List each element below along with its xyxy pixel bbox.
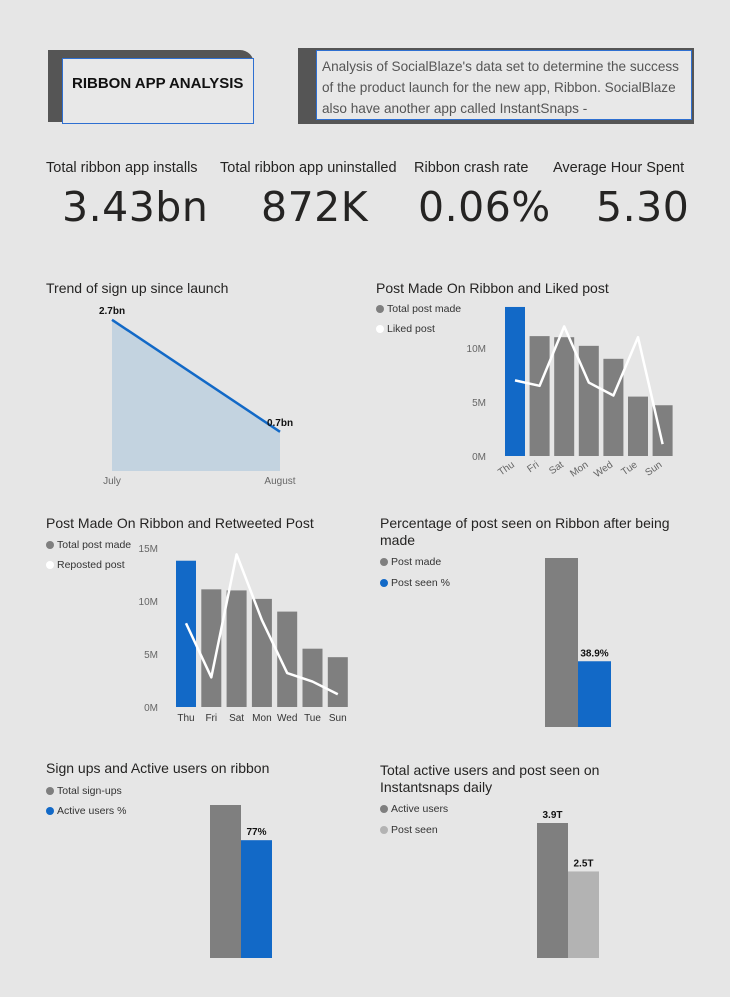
report-description: Analysis of SocialBlaze's data set to de… <box>322 59 679 116</box>
kpi-installs-label: Total ribbon app installs <box>46 160 198 176</box>
y-tick-label: 15M <box>139 544 158 555</box>
kpi-crash-rate-label: Ribbon crash rate <box>414 160 529 176</box>
bar <box>241 840 272 958</box>
y-tick-label: 0M <box>144 703 158 714</box>
description-card: Analysis of SocialBlaze's data set to de… <box>298 48 694 124</box>
series-line <box>184 553 339 696</box>
y-tick-label: 10M <box>139 597 158 608</box>
bar <box>578 661 611 727</box>
description-card-face: Analysis of SocialBlaze's data set to de… <box>316 50 692 120</box>
x-tick-label: July <box>103 476 121 487</box>
posts-retweeted-legend-reposted: Reposted post <box>46 559 125 571</box>
legend-label: Post seen <box>391 824 438 836</box>
post-seen-legend-made: Post made <box>380 556 441 568</box>
posts-liked-legend-liked: Liked post <box>376 323 435 335</box>
bar <box>554 337 575 456</box>
post-seen-title: Percentage of post seen on Ribbon after … <box>380 515 670 548</box>
legend-label: Total post made <box>57 539 132 551</box>
legend-dot <box>380 557 388 566</box>
bar <box>568 871 599 958</box>
bar <box>251 598 272 707</box>
legend-dot <box>376 324 384 333</box>
posts-liked-legend-total: Total post made <box>376 303 461 315</box>
legend-label: Total sign-ups <box>57 785 122 797</box>
bar <box>277 611 298 707</box>
kpi-installs-value: 3.43bn <box>62 183 209 231</box>
y-tick-label: 0M <box>472 452 486 463</box>
legend-label: Total post made <box>387 303 462 315</box>
kpi-crash-rate-value: 0.06% <box>418 183 551 231</box>
kpi-avg-hours-label: Average Hour Spent <box>553 160 685 176</box>
instantsnaps-legend-active: Active users <box>380 803 448 815</box>
series-line <box>514 325 664 445</box>
posts-retweeted-title: Post Made On Ribbon and Retweeted Post <box>46 515 314 531</box>
bar <box>226 590 247 707</box>
report-title: RIBBON APP ANALYSIS <box>72 75 244 92</box>
bar <box>210 805 241 958</box>
bar <box>537 823 568 958</box>
legend-dot <box>46 560 54 569</box>
instantsnaps-title: Total active users and post seen on Inst… <box>380 762 600 795</box>
post-seen-legend-seen: Post seen % <box>380 577 450 589</box>
x-tick-label: Tue <box>304 713 321 724</box>
y-tick-label: 5M <box>144 650 158 661</box>
legend-dot <box>46 786 54 795</box>
bar <box>529 336 550 456</box>
legend-dot <box>46 540 54 549</box>
data-label: 0.7bn <box>267 418 293 429</box>
data-label: 2.5T <box>573 858 593 869</box>
legend-label: Active users <box>391 803 449 815</box>
legend-label: Reposted post <box>57 559 125 571</box>
x-tick-label: Fri <box>205 713 217 724</box>
active-users-legend-signups: Total sign-ups <box>46 785 122 797</box>
y-tick-label: 5M <box>472 398 486 409</box>
title-card-face: RIBBON APP ANALYSIS <box>62 58 254 124</box>
legend-label: Liked post <box>387 323 435 335</box>
active-users-legend-active: Active users % <box>46 805 126 817</box>
x-tick-label: Sun <box>329 713 347 724</box>
signup-trend-title: Trend of sign up since launch <box>46 280 229 296</box>
data-label: 38.9% <box>580 648 608 659</box>
legend-dot <box>46 806 54 815</box>
kpi-uninstalled-value: 872K <box>261 183 369 231</box>
legend-label: Active users % <box>57 805 127 817</box>
signup-trend-line <box>111 318 281 433</box>
report-title-card: RIBBON APP ANALYSIS <box>48 50 256 124</box>
bar <box>201 589 222 707</box>
kpi-uninstalled-label: Total ribbon app uninstalled <box>220 160 397 176</box>
legend-label: Post seen % <box>391 577 450 589</box>
posts-liked-title: Post Made On Ribbon and Liked post <box>376 280 609 296</box>
legend-dot <box>380 804 388 813</box>
legend-dot <box>380 825 388 834</box>
y-tick-label: 10M <box>467 344 486 355</box>
x-tick-label: Wed <box>277 713 297 724</box>
bar <box>327 657 348 707</box>
data-label: 3.9T <box>542 810 562 821</box>
data-label: 2.7bn <box>99 306 125 317</box>
instantsnaps-legend-seen: Post seen <box>380 824 438 836</box>
bar <box>628 396 648 456</box>
signup-trend-area <box>112 319 280 471</box>
legend-label: Post made <box>391 556 442 568</box>
x-tick-label: Fri <box>525 459 541 475</box>
active-users-title: Sign ups and Active users on ribbon <box>46 760 270 776</box>
x-tick-label: Mon <box>252 713 271 724</box>
bar <box>302 648 323 707</box>
bar <box>545 558 578 727</box>
x-tick-label: August <box>264 476 295 487</box>
kpi-avg-hours-value: 5.30 <box>596 183 690 231</box>
legend-dot <box>380 578 388 587</box>
posts-retweeted-legend-total: Total post made <box>46 539 131 551</box>
bar <box>176 560 196 707</box>
legend-dot <box>376 304 384 313</box>
x-tick-label: Thu <box>177 713 194 724</box>
x-tick-label: Sat <box>229 713 244 724</box>
data-label: 77% <box>246 827 266 838</box>
